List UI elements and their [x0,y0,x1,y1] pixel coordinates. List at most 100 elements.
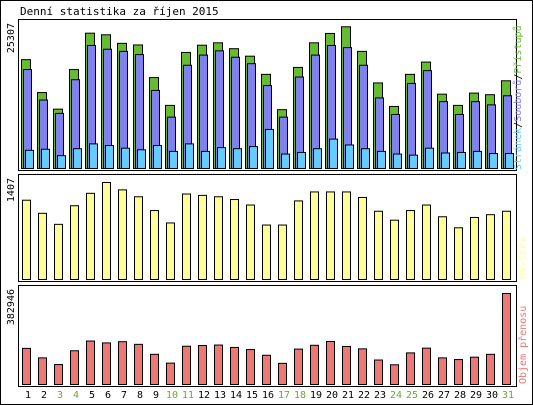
bar-visits-day-1 [22,199,31,280]
bar-visits-day-11 [182,193,191,281]
x-tick-day-14: 14 [230,390,242,401]
bar-volume-day-16 [262,354,271,385]
bar-pages-day-18 [297,151,306,169]
bar-volume-day-21 [342,345,351,385]
bar-visits-day-21 [342,191,351,280]
bar-volume-day-18 [294,348,303,386]
bar-pages-day-26 [425,147,434,169]
chart-title: Denní statistika za říjen 2015 [20,5,219,18]
y-axis-max-label: 1407 [6,178,17,202]
bar-visits-day-9 [150,210,159,280]
side-legend-volume: Objem přenosu [517,306,529,384]
side-legend-visits: Návštěv [517,237,529,279]
bar-pages-day-11 [185,143,194,170]
bar-visits-day-29 [470,216,479,281]
bar-volume-day-20 [326,340,335,385]
bar-pages-day-5 [89,143,98,170]
bar-volume-day-15 [246,349,255,385]
side-legend: Stránek/Souborů/Přístupů [512,25,524,170]
x-tick-day-2: 2 [41,390,47,401]
bar-volume-day-26 [422,347,431,385]
bar-pages-day-22 [361,148,370,170]
bar-volume-day-19 [310,344,319,385]
bar-visits-day-4 [70,205,79,280]
bar-pages-day-24 [393,153,402,169]
x-tick-day-3: 3 [57,390,63,401]
bar-volume-day-29 [470,356,479,386]
bar-volume-day-24 [390,364,399,385]
bar-visits-day-14 [230,199,239,280]
panel-frame [18,19,517,171]
bar-pages-day-15 [249,146,258,169]
x-tick-day-4: 4 [73,390,79,401]
bar-pages-day-6 [105,145,114,170]
bar-visits-day-26 [422,204,431,281]
y-axis-max-label: 25307 [6,23,17,53]
panel-3: 382946 Objem přenosu [6,285,529,387]
x-tick-day-22: 22 [358,390,370,401]
bar-visits-day-20 [326,191,335,280]
bar-volume-day-13 [214,344,223,386]
bar-pages-day-28 [457,151,466,169]
x-tick-day-31: 31 [502,390,514,401]
bar-visits-day-10 [166,222,175,280]
bar-volume-day-8 [134,343,143,386]
bar-pages-day-9 [153,145,162,170]
bar-volume-day-14 [230,346,239,386]
x-tick-day-11: 11 [182,390,194,401]
x-tick-day-24: 24 [390,390,402,401]
bar-volume-day-7 [118,341,127,386]
x-tick-day-5: 5 [89,390,95,401]
y-axis-max-label: 382946 [6,289,17,325]
bar-visits-day-19 [310,191,319,280]
x-tick-day-18: 18 [294,390,306,401]
bar-pages-day-27 [441,152,450,170]
bar-visits-day-2 [38,212,47,281]
x-tick-day-17: 17 [278,390,290,401]
bar-visits-day-5 [86,192,95,281]
bar-volume-day-3 [54,364,63,386]
bar-volume-day-23 [374,359,383,385]
bar-volume-day-30 [486,353,495,385]
bar-visits-day-7 [118,189,127,281]
x-tick-day-28: 28 [454,390,466,401]
x-tick-day-19: 19 [310,390,322,401]
bar-pages-day-23 [377,150,386,170]
bar-pages-day-19 [313,148,322,170]
bar-pages-day-12 [201,150,210,170]
bar-pages-day-2 [41,148,50,169]
bar-volume-day-11 [182,345,191,385]
bar-pages-day-29 [473,150,482,170]
panel-2: 1407 Návštěv [6,174,529,282]
bar-visits-day-25 [406,210,415,280]
bar-pages-day-17 [281,153,290,169]
bar-visits-day-17 [278,224,287,281]
x-tick-day-10: 10 [166,390,178,401]
bar-volume-day-25 [406,352,415,385]
x-tick-day-27: 27 [438,390,450,401]
bar-pages-day-10 [169,150,178,170]
bar-visits-day-6 [102,182,111,280]
bar-pages-day-21 [345,144,354,169]
bar-visits-day-3 [54,223,63,281]
bar-volume-day-17 [278,362,287,385]
x-tick-day-16: 16 [262,390,274,401]
bar-visits-day-23 [374,210,383,280]
bar-volume-day-22 [358,348,367,385]
panel-frame [18,174,517,282]
bar-visits-day-27 [438,216,447,281]
bar-pages-day-13 [217,147,226,169]
bar-visits-day-24 [390,219,399,281]
bar-visits-day-18 [294,200,303,280]
bar-visits-day-31 [502,210,511,280]
x-tick-day-26: 26 [422,390,434,401]
legend-hits: Přístupů [512,25,524,73]
x-tick-day-7: 7 [121,390,127,401]
x-tick-day-15: 15 [246,390,258,401]
x-tick-day-21: 21 [342,390,354,401]
bar-volume-day-6 [102,342,111,385]
bar-volume-day-2 [38,357,47,386]
bar-pages-day-30 [489,153,498,169]
panel-1: 25307 Stránek/Souborů/Přístupů [6,19,524,171]
